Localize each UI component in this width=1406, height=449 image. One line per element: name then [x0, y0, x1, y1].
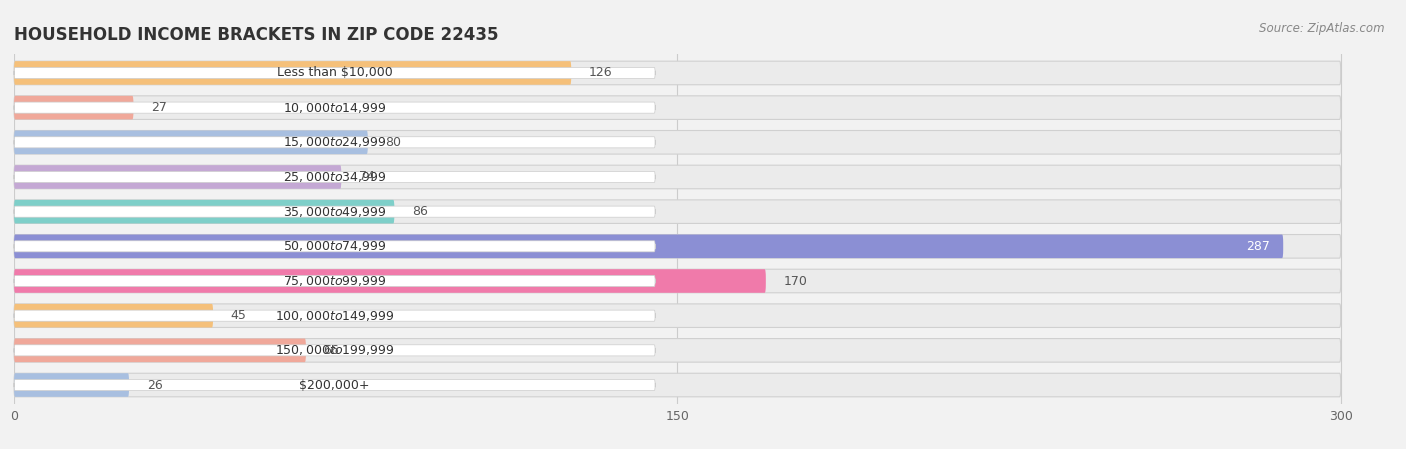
FancyBboxPatch shape: [14, 102, 655, 113]
Text: 27: 27: [152, 101, 167, 114]
FancyBboxPatch shape: [14, 304, 214, 327]
FancyBboxPatch shape: [14, 200, 394, 224]
FancyBboxPatch shape: [14, 234, 1284, 258]
Text: $100,000 to $149,999: $100,000 to $149,999: [276, 308, 394, 323]
FancyBboxPatch shape: [14, 345, 655, 356]
FancyBboxPatch shape: [14, 269, 766, 293]
FancyBboxPatch shape: [14, 206, 655, 217]
Text: $25,000 to $34,999: $25,000 to $34,999: [283, 170, 387, 184]
Text: 86: 86: [412, 205, 427, 218]
Text: $35,000 to $49,999: $35,000 to $49,999: [283, 205, 387, 219]
FancyBboxPatch shape: [14, 96, 134, 119]
Text: Source: ZipAtlas.com: Source: ZipAtlas.com: [1260, 22, 1385, 35]
Text: 126: 126: [589, 66, 613, 79]
Text: 26: 26: [146, 379, 163, 392]
FancyBboxPatch shape: [14, 137, 655, 148]
Text: 45: 45: [231, 309, 246, 322]
Text: 170: 170: [783, 274, 807, 287]
FancyBboxPatch shape: [14, 310, 655, 321]
FancyBboxPatch shape: [14, 96, 1341, 119]
FancyBboxPatch shape: [14, 131, 1341, 154]
FancyBboxPatch shape: [14, 373, 1341, 397]
FancyBboxPatch shape: [14, 241, 655, 252]
FancyBboxPatch shape: [14, 339, 1341, 362]
FancyBboxPatch shape: [14, 61, 1341, 85]
Text: $15,000 to $24,999: $15,000 to $24,999: [283, 135, 387, 150]
Text: 74: 74: [359, 171, 375, 184]
Text: Less than $10,000: Less than $10,000: [277, 66, 392, 79]
FancyBboxPatch shape: [14, 165, 1341, 189]
FancyBboxPatch shape: [14, 165, 342, 189]
FancyBboxPatch shape: [14, 339, 307, 362]
FancyBboxPatch shape: [14, 61, 571, 85]
FancyBboxPatch shape: [14, 379, 655, 391]
FancyBboxPatch shape: [14, 172, 655, 183]
FancyBboxPatch shape: [14, 234, 1341, 258]
FancyBboxPatch shape: [14, 275, 655, 286]
Text: $50,000 to $74,999: $50,000 to $74,999: [283, 239, 387, 253]
Text: $150,000 to $199,999: $150,000 to $199,999: [276, 343, 394, 357]
Text: $75,000 to $99,999: $75,000 to $99,999: [283, 274, 387, 288]
Text: 66: 66: [323, 344, 339, 357]
Text: HOUSEHOLD INCOME BRACKETS IN ZIP CODE 22435: HOUSEHOLD INCOME BRACKETS IN ZIP CODE 22…: [14, 26, 499, 44]
Text: 80: 80: [385, 136, 402, 149]
FancyBboxPatch shape: [14, 131, 368, 154]
FancyBboxPatch shape: [14, 67, 655, 79]
FancyBboxPatch shape: [14, 200, 1341, 224]
FancyBboxPatch shape: [14, 373, 129, 397]
FancyBboxPatch shape: [14, 269, 1341, 293]
Text: 287: 287: [1246, 240, 1270, 253]
FancyBboxPatch shape: [14, 304, 1341, 327]
Text: $200,000+: $200,000+: [299, 379, 370, 392]
Text: $10,000 to $14,999: $10,000 to $14,999: [283, 101, 387, 114]
